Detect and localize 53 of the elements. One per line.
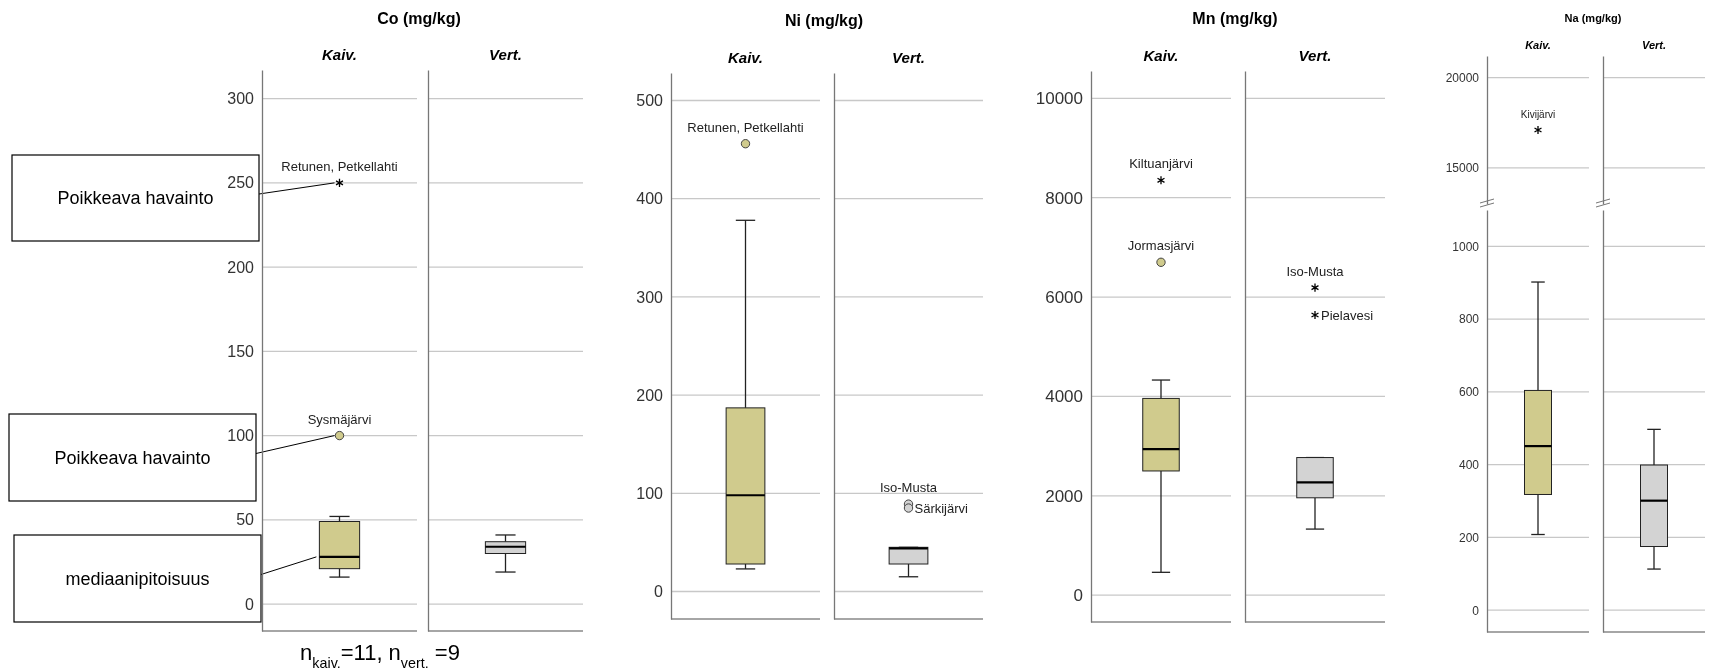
y-tick-label: 400 xyxy=(1458,458,1480,472)
annotation: Sysmäjärvi xyxy=(307,411,372,427)
y-tick-label: 500 xyxy=(636,92,664,110)
y-tick-label: 50 xyxy=(236,511,255,529)
annotation: Särkijärvi xyxy=(914,500,969,516)
annotation: Retunen, Petkellahti xyxy=(687,119,804,135)
annotation: Iso-Musta xyxy=(1286,263,1345,279)
y-tick-label: 6000 xyxy=(1045,288,1083,307)
x-tick-label: Kaiv. xyxy=(1525,39,1551,51)
x-tick-label: Vert. xyxy=(489,46,522,63)
y-tick-label: 300 xyxy=(636,288,664,306)
x-tick-label: Vert. xyxy=(892,49,925,66)
chart-title: Na (mg/kg) xyxy=(1564,12,1622,24)
y-tick-label: 8000 xyxy=(1045,188,1083,208)
y-tick-label: 200 xyxy=(636,386,664,404)
x-tick-label: Kaiv. xyxy=(727,49,764,66)
chart-title: Mn (mg/kg) xyxy=(1192,10,1278,27)
y-tick-label: 0 xyxy=(245,595,255,613)
x-tick-label: Vert. xyxy=(1641,39,1667,51)
y-tick-label: 100 xyxy=(227,427,255,445)
y-tick-label: 600 xyxy=(1458,385,1480,400)
y-tick-label: 2000 xyxy=(1045,486,1083,506)
x-tick-label: Kaiv. xyxy=(321,46,358,63)
x-tick-label: Kaiv. xyxy=(1143,47,1179,64)
text: n$_{kaiv.}$=11, n$_{vert.}$ =9 xyxy=(300,640,460,670)
text: mediaanipitoisuus xyxy=(65,568,210,589)
y-tick-label: 150 xyxy=(227,342,255,360)
chart-title: Ni (mg/kg) xyxy=(784,12,864,29)
annotation: Iso-Musta xyxy=(879,480,938,496)
y-tick-label: 0 xyxy=(654,583,664,601)
y-tick-label: 1000 xyxy=(1452,239,1480,254)
y-tick-label: 300 xyxy=(227,90,255,108)
y-tick-label: 250 xyxy=(227,174,255,192)
annotation: Retunen, Petkellahti xyxy=(281,158,398,174)
y-tick-label: 20000 xyxy=(1445,71,1480,85)
text: Poikkeava havainto xyxy=(54,447,211,468)
y-tick-label: 200 xyxy=(1458,530,1480,545)
y-tick-label: 0 xyxy=(1073,586,1083,606)
y-tick-label: 0 xyxy=(1472,603,1480,618)
text: Poikkeava havainto xyxy=(57,188,214,209)
chart-title: Co (mg/kg) xyxy=(377,10,461,27)
annotation: Kivijärvi xyxy=(1520,109,1556,120)
y-tick-label: 4000 xyxy=(1045,387,1083,407)
y-tick-label: 800 xyxy=(1458,312,1480,327)
y-tick-label: 200 xyxy=(227,258,255,276)
annotation: Pielavesi xyxy=(1321,307,1374,323)
x-tick-label: Vert. xyxy=(1298,47,1332,64)
annotation: Jormasjärvi xyxy=(1127,238,1195,254)
y-tick-label: 10000 xyxy=(1035,89,1083,109)
y-tick-label: 400 xyxy=(636,190,664,208)
y-tick-label: 15000 xyxy=(1445,161,1480,176)
y-tick-label: 100 xyxy=(636,484,664,502)
annotation: Kiltuanjärvi xyxy=(1129,156,1193,172)
